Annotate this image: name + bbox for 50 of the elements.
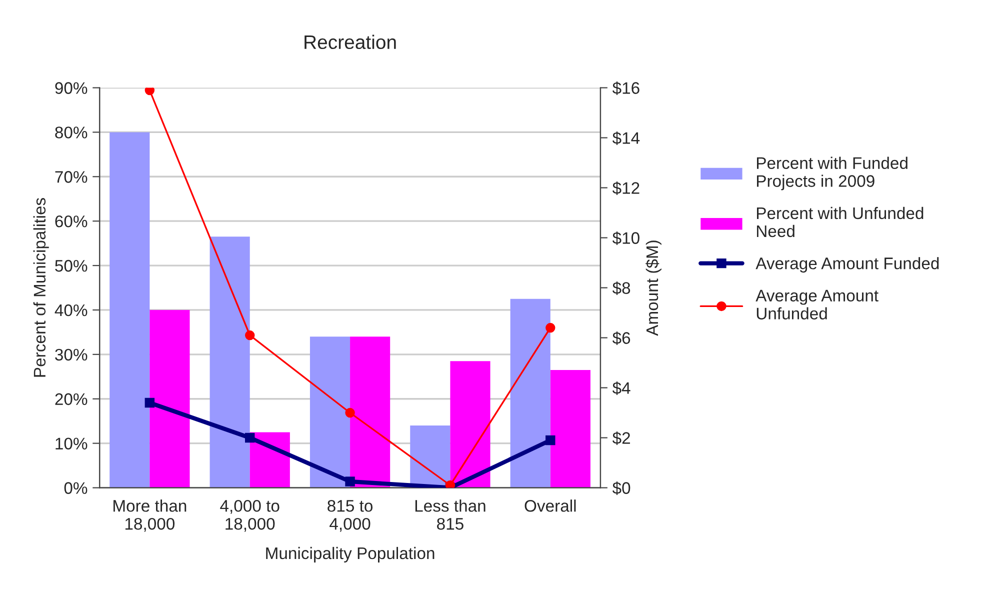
- bar: [510, 298, 550, 488]
- x-tick-label: Less than 815: [415, 500, 486, 530]
- y2-axis-title: Amount ($M): [646, 240, 662, 336]
- y-tick-label: 90%: [55, 82, 88, 94]
- y2-tick-label: $6: [612, 331, 630, 345]
- bar: [110, 132, 150, 488]
- point: [445, 480, 456, 488]
- point: [144, 88, 155, 96]
- y-tick-label: 30%: [55, 348, 88, 361]
- bar: [310, 336, 350, 488]
- point: [546, 435, 556, 446]
- y2-tick-label: $0: [612, 481, 630, 495]
- legend-label: Percent with Funded Projects in 2009: [756, 156, 908, 190]
- x-axis-title: Municipality Population: [266, 546, 434, 562]
- legend-label: Average Amount Funded: [756, 257, 939, 273]
- chart-title: Recreation: [304, 34, 396, 50]
- y2-tick-label: $14: [612, 131, 640, 145]
- y2-tick-label: $12: [612, 181, 640, 195]
- y2-tick-label: $8: [612, 281, 630, 295]
- y-axis-title: Percent of Municipalities: [33, 198, 49, 377]
- y2-tick-label: $4: [612, 381, 630, 395]
- bar: [150, 310, 190, 488]
- y-tick-label: 50%: [55, 260, 88, 272]
- y2-tick-label: $2: [612, 431, 630, 445]
- y-tick-label: 60%: [55, 215, 88, 228]
- point: [144, 398, 155, 408]
- legend-label: Average Amount Unfunded: [756, 290, 878, 320]
- point: [244, 432, 255, 443]
- bar: [210, 236, 250, 488]
- x-tick-label: 4,000 to 18,000: [220, 500, 280, 532]
- y2-tick-label: $16: [612, 81, 640, 95]
- legend-label: Percent with Unfunded Need: [756, 206, 924, 238]
- y-tick-label: 80%: [55, 126, 88, 138]
- point: [345, 476, 355, 486]
- point: [345, 408, 355, 418]
- bar: [550, 370, 590, 488]
- y-tick-label: 0%: [64, 482, 88, 494]
- point: [546, 322, 556, 333]
- y-tick-label: 70%: [55, 171, 88, 183]
- x-tick-label: More than 18,000: [114, 500, 186, 532]
- y-tick-label: 10%: [56, 438, 88, 450]
- point: [244, 330, 255, 340]
- bar: [450, 361, 490, 488]
- y-tick-label: 20%: [55, 393, 88, 406]
- bar: [250, 432, 290, 488]
- bar: [350, 336, 390, 488]
- x-tick-label: 815 to 4,000: [328, 500, 372, 532]
- x-tick-label: Overall: [524, 500, 576, 512]
- y-tick-label: 40%: [54, 304, 88, 316]
- y2-tick-label: $10: [612, 231, 640, 245]
